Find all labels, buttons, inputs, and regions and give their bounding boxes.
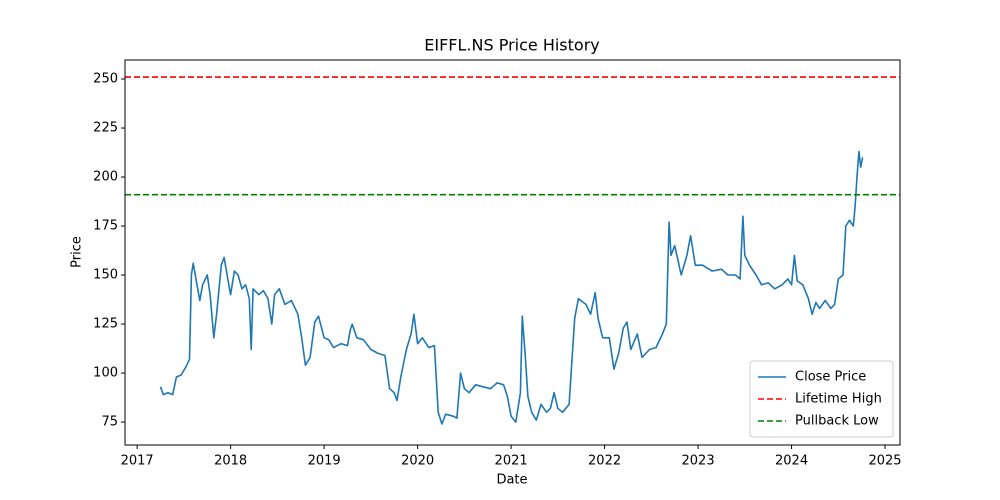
y-tick-label: 250 <box>93 72 118 87</box>
x-tick-label: 2019 <box>308 454 341 469</box>
y-tick-label: 125 <box>93 317 118 332</box>
y-tick-label: 225 <box>93 121 118 136</box>
y-tick-label: 75 <box>101 415 118 430</box>
x-axis-label: Date <box>496 473 527 488</box>
x-tick-label: 2018 <box>214 454 247 469</box>
x-tick-label: 2021 <box>495 454 528 469</box>
y-tick-label: 150 <box>93 268 118 283</box>
legend-label: Pullback Low <box>795 414 879 429</box>
x-tick-label: 2020 <box>401 454 434 469</box>
chart-title: EIFFL.NS Price History <box>424 36 599 55</box>
plot-frame <box>124 59 901 446</box>
legend-label: Close Price <box>795 370 866 385</box>
price-line <box>159 150 864 425</box>
legend-label: Lifetime High <box>795 392 882 407</box>
y-tick-label: 100 <box>93 366 118 381</box>
y-tick-label: 175 <box>93 219 118 234</box>
x-tick-label: 2025 <box>868 454 901 469</box>
x-tick-label: 2017 <box>121 454 154 469</box>
y-tick-label: 200 <box>93 170 118 185</box>
x-tick-label: 2022 <box>588 454 621 469</box>
x-tick-label: 2023 <box>682 454 715 469</box>
x-tick-label: 2024 <box>775 454 808 469</box>
y-axis-label: Price <box>70 236 85 268</box>
legend-box <box>749 360 894 438</box>
